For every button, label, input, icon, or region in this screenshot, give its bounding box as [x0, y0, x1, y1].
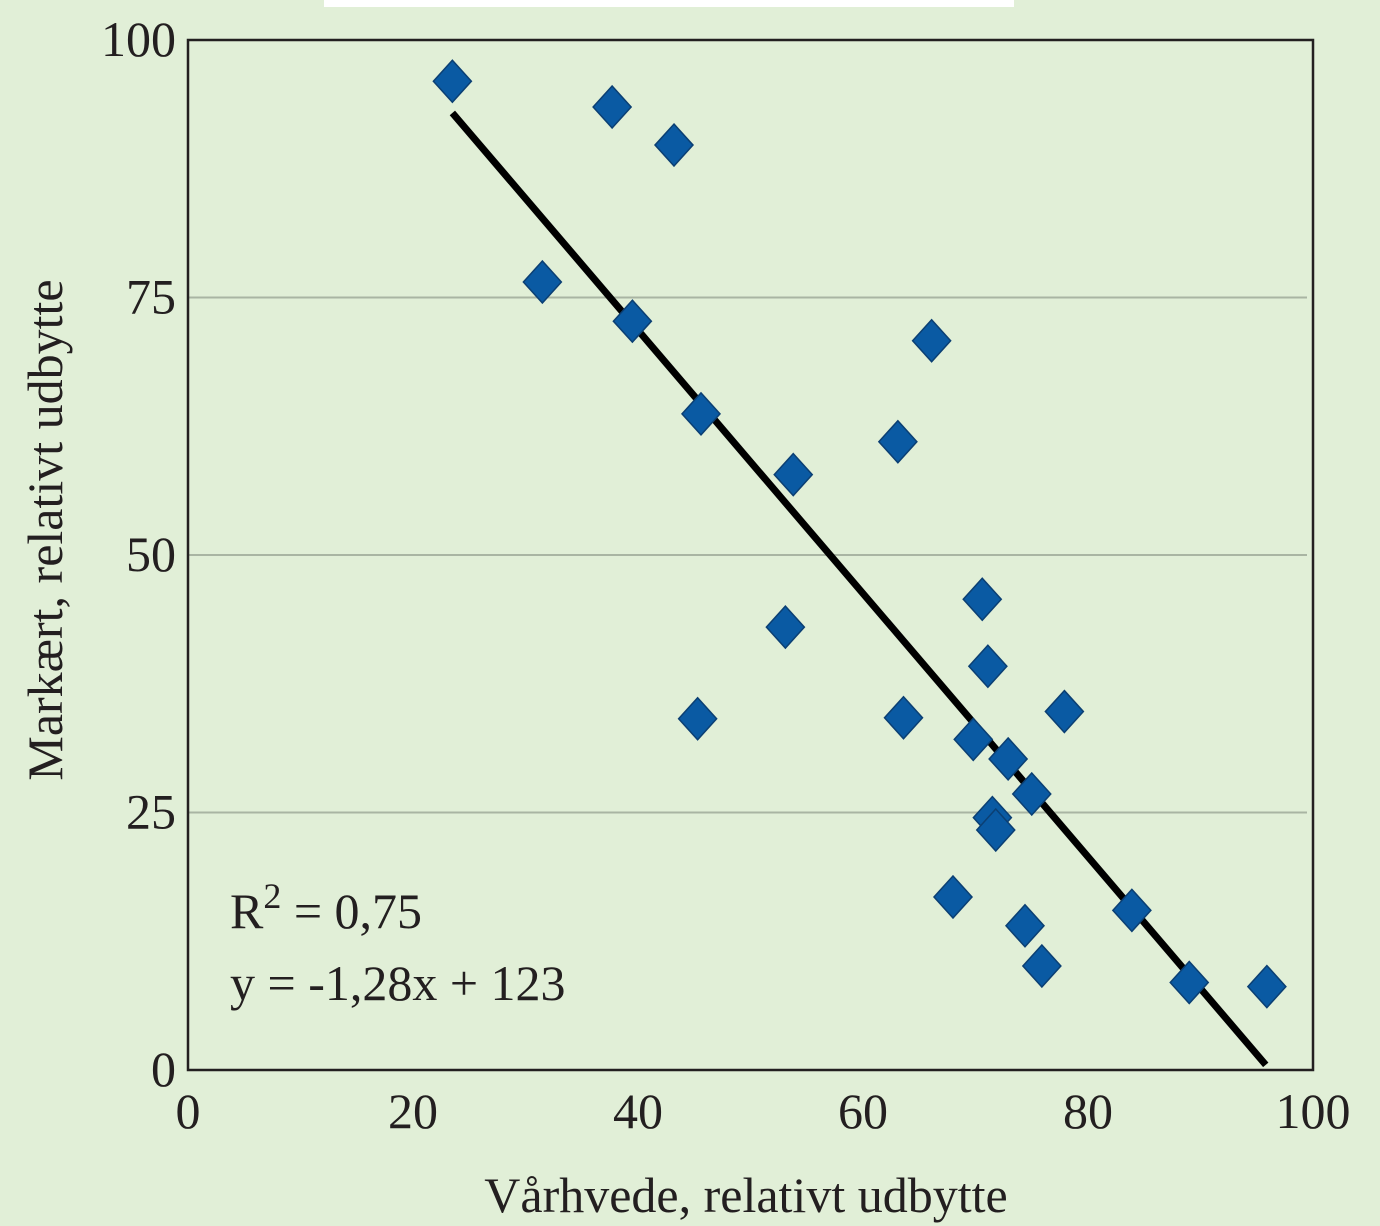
data-point — [883, 695, 924, 740]
data-point — [612, 299, 653, 344]
data-point — [765, 604, 806, 650]
r-squared-superscript: 2 — [263, 876, 281, 916]
y-tick-label: 100 — [101, 11, 176, 67]
data-point — [967, 644, 1008, 689]
data-point — [1011, 771, 1052, 817]
data-point — [962, 577, 1003, 622]
x-tick-label: 40 — [613, 1083, 663, 1139]
trendline-layer — [449, 110, 1269, 1068]
x-tick-label: 100 — [1276, 1083, 1351, 1139]
r-squared-base: R — [230, 883, 264, 939]
x-tick-label: 20 — [388, 1083, 438, 1139]
data-point — [911, 318, 952, 363]
x-tick-label: 80 — [1063, 1083, 1113, 1139]
x-tick-label: 60 — [838, 1083, 888, 1139]
trendline — [449, 110, 1269, 1068]
data-point — [592, 84, 633, 130]
r-squared-annotation: R2 = 0,75 — [230, 876, 422, 939]
data-point — [975, 807, 1016, 853]
regression-equation: y = -1,28x + 123 — [230, 955, 566, 1011]
data-point — [877, 419, 918, 464]
data-point — [1004, 903, 1046, 948]
top-white-strip — [324, 0, 1014, 7]
data-point — [1111, 888, 1152, 933]
data-point — [677, 696, 718, 741]
plot-frame — [186, 38, 1315, 1072]
y-tick-label: 50 — [126, 526, 176, 582]
r-squared-value: = 0,75 — [281, 883, 422, 939]
y-tick-label: 75 — [126, 269, 176, 325]
y-tick-labels: 0 25 50 75 100 — [101, 11, 176, 1097]
data-point — [773, 452, 814, 497]
data-point — [1169, 960, 1210, 1005]
data-point — [1044, 689, 1085, 734]
data-point — [680, 391, 722, 437]
data-point — [932, 874, 974, 920]
x-tick-labels: 0 20 40 60 80 100 — [176, 1083, 1351, 1139]
y-tick-label: 0 — [151, 1041, 176, 1097]
data-point — [653, 122, 695, 168]
y-tick-label: 25 — [126, 784, 176, 840]
data-point — [522, 259, 563, 305]
data-point — [1246, 964, 1287, 1009]
x-tick-label: 0 — [176, 1083, 201, 1139]
data-points — [432, 59, 1287, 1009]
gridlines — [188, 296, 1307, 814]
x-axis-title: Vårhvede, relativt udbytte — [484, 1167, 1007, 1223]
y-axis-title: Markært, relativt udbytte — [17, 279, 73, 780]
data-point — [953, 717, 994, 762]
data-point — [432, 59, 473, 104]
data-point — [988, 736, 1029, 782]
data-point — [1021, 943, 1062, 989]
